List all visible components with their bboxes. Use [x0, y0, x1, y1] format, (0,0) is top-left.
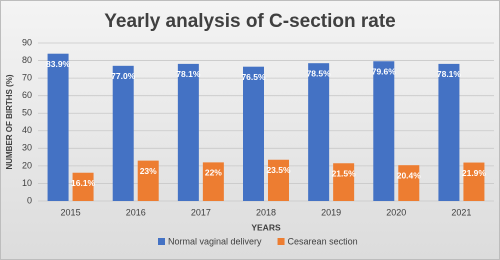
- value-label: 16.1%: [71, 178, 96, 188]
- value-label: 21.5%: [332, 169, 357, 179]
- value-label: 78.5%: [307, 68, 332, 78]
- bar: [202, 162, 224, 201]
- bar: [398, 165, 420, 201]
- bar: [112, 65, 134, 201]
- y-axis-label: NUMBER OF BIRTHS (%): [5, 74, 14, 169]
- bar: [268, 159, 289, 201]
- y-tick-label: 60: [22, 90, 32, 100]
- bar: [72, 172, 94, 201]
- value-label: 76.5%: [241, 72, 266, 82]
- bar: [137, 160, 159, 201]
- legend-label: Normal vaginal delivery: [168, 236, 262, 246]
- y-tick-label: 0: [27, 195, 32, 205]
- bar: [47, 53, 69, 201]
- legend-swatch: [158, 238, 165, 245]
- y-tick-label: 80: [22, 55, 32, 65]
- x-tick-label: 2017: [191, 207, 211, 217]
- x-tick-label: 2019: [321, 207, 341, 217]
- y-tick-label: 30: [22, 143, 32, 153]
- bar: [463, 162, 485, 201]
- value-label: 83.9%: [46, 59, 71, 69]
- y-tick-label: 40: [22, 125, 32, 135]
- legend-label: Cesarean section: [288, 236, 358, 246]
- legend-swatch: [277, 238, 285, 245]
- bar: [177, 63, 199, 201]
- chart-title: Yearly analysis of C-section rate: [104, 11, 395, 32]
- bar: [308, 63, 330, 201]
- y-tick-label: 50: [22, 108, 32, 118]
- bar: [333, 163, 355, 201]
- y-tick-label: 70: [22, 72, 32, 82]
- x-tick-label: 2015: [61, 207, 81, 217]
- value-label: 77.0%: [111, 71, 136, 81]
- x-axis-label: YEARS: [251, 222, 281, 232]
- x-tick-label: 2020: [386, 207, 406, 217]
- y-tick-label: 10: [22, 178, 32, 188]
- x-tick-label: 2016: [126, 207, 146, 217]
- bar: [373, 61, 395, 201]
- value-label: 79.6%: [372, 67, 397, 77]
- bar: [243, 66, 264, 201]
- y-tick-label: 90: [22, 37, 32, 47]
- x-tick-label: 2018: [256, 207, 276, 217]
- value-label: 23%: [140, 166, 157, 176]
- x-tick-label: 2021: [451, 207, 471, 217]
- value-label: 21.9%: [462, 168, 487, 178]
- value-label: 23.5%: [266, 165, 291, 175]
- value-label: 78.1%: [437, 69, 462, 79]
- y-tick-label: 20: [22, 160, 32, 170]
- bar: [438, 63, 460, 201]
- value-label: 22%: [205, 168, 222, 178]
- value-label: 78.1%: [176, 69, 201, 79]
- value-label: 20.4%: [397, 170, 422, 180]
